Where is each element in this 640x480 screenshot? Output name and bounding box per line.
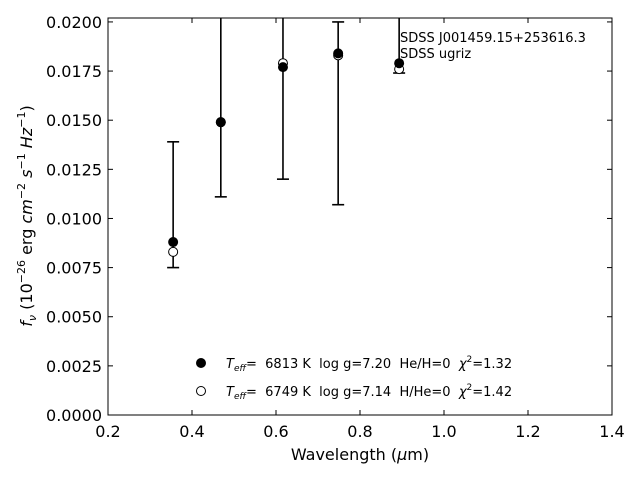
y-tick-label: 0.0000 [46, 406, 102, 425]
plot-area [107, 17, 613, 416]
y-tick-label: 0.0100 [46, 209, 102, 228]
y-tick-label: 0.0150 [46, 111, 102, 130]
x-axis-label: Wavelength (μm) [291, 445, 429, 464]
point-filled [168, 237, 179, 248]
x-tick-label: 0.2 [95, 422, 120, 441]
x-tick-label: 1.0 [431, 422, 456, 441]
point-filled [277, 62, 288, 73]
y-tick-label: 0.0025 [46, 357, 102, 376]
y-tick-label: 0.0200 [46, 13, 102, 32]
y-tick-label: 0.0125 [46, 160, 102, 179]
y-tick-label: 0.0175 [46, 62, 102, 81]
point-filled [394, 58, 405, 69]
legend: Teff= 6813 K log g=7.20 He/H=0 χ2=1.32 T… [196, 355, 512, 402]
legend-entry-2: Teff= 6749 K log g=7.14 H/He=0 χ2=1.42 [196, 383, 512, 402]
legend-label-2: Teff= 6749 K log g=7.14 H/He=0 χ2=1.42 [226, 383, 512, 402]
x-axis-ticks: 0.2 0.4 0.6 0.8 1.0 1.2 1.4 [95, 18, 625, 441]
y-axis-label: fν (10−26 erg cm−2 s−1 Hz−1) [15, 105, 39, 326]
x-tick-label: 1.2 [515, 422, 540, 441]
point-filled [215, 117, 226, 128]
x-tick-label: 0.8 [347, 422, 372, 441]
legend-marker-open [196, 386, 206, 396]
error-bars [167, 18, 406, 269]
plot-frame [107, 17, 613, 416]
svg-text:fν (10−26 erg cm−2 s−1 Hz−1): fν (10−26 erg cm−2 s−1 Hz−1) [15, 105, 39, 326]
y-axis-ticks: 0.0000 0.0025 0.0050 0.0075 0.0100 0.0125 0.01… [46, 13, 612, 425]
x-tick-label: 0.4 [179, 422, 204, 441]
annotation-object-name: SDSS J001459.15+253616.3 [400, 31, 586, 46]
y-tick-label: 0.0075 [46, 259, 102, 278]
y-tick-label: 0.0050 [46, 308, 102, 327]
legend-marker-filled [196, 358, 206, 368]
point-filled [333, 48, 344, 59]
x-tick-label: 0.6 [263, 422, 288, 441]
legend-entry-1: Teff= 6813 K log g=7.20 He/H=0 χ2=1.32 [196, 355, 512, 374]
legend-label-1: Teff= 6813 K log g=7.20 He/H=0 χ2=1.32 [226, 355, 512, 374]
point-open [168, 246, 179, 257]
data-points [168, 48, 405, 257]
annotation-photometry: SDSS ugriz [400, 47, 471, 62]
x-tick-label: 1.4 [599, 422, 624, 441]
